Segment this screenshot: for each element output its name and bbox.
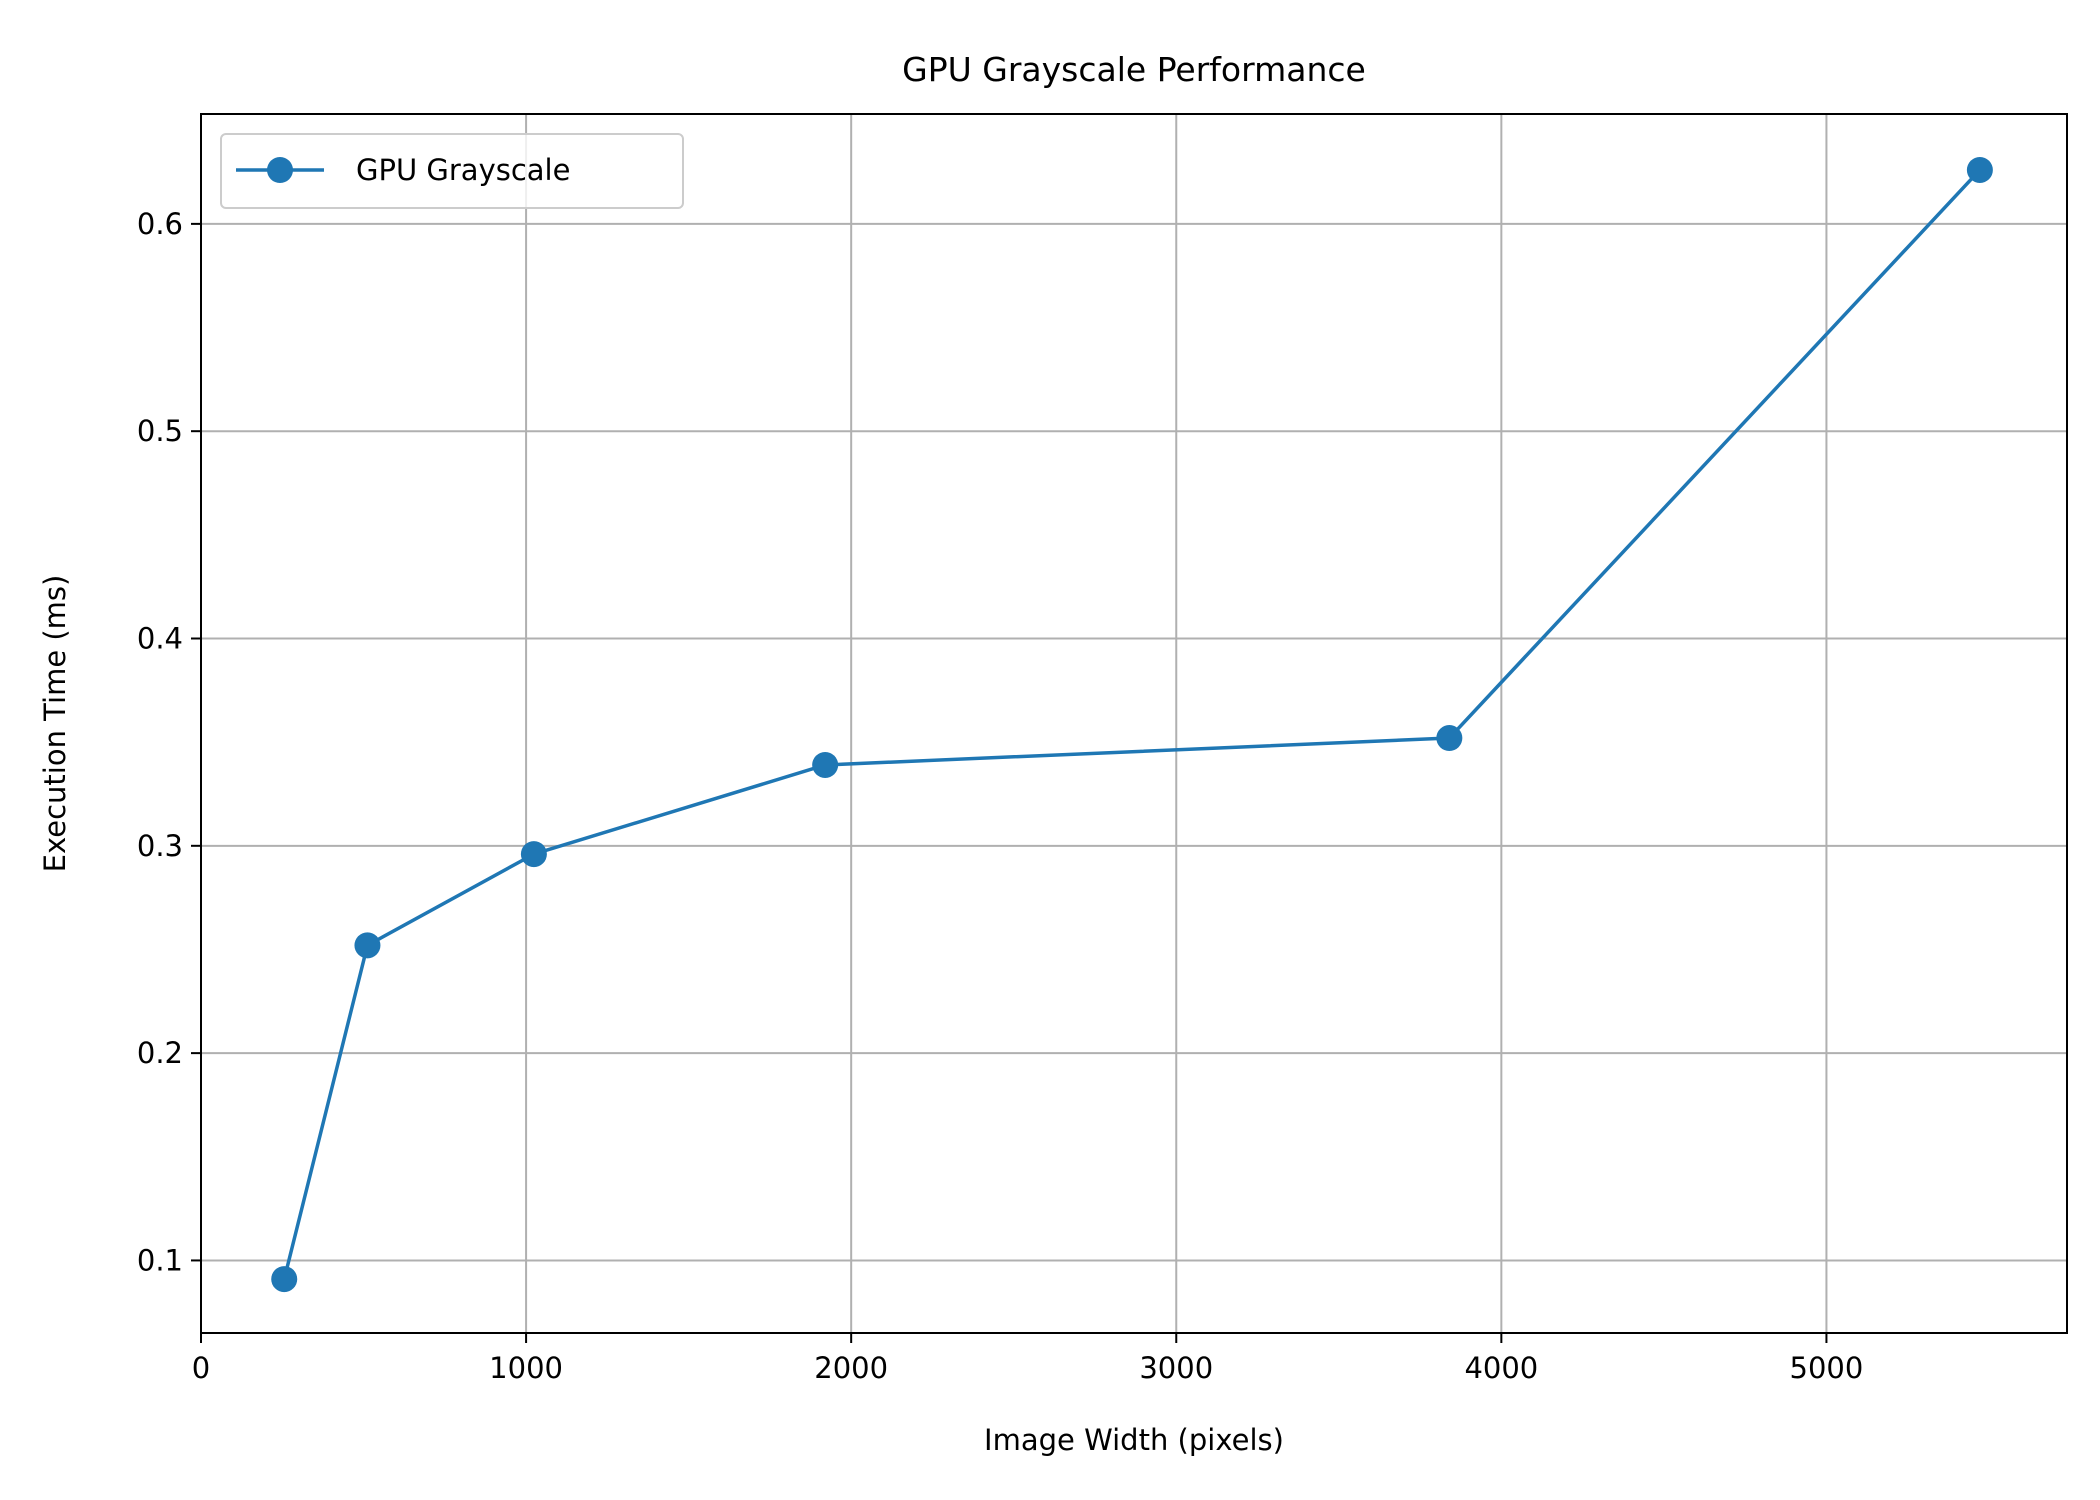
- axes: 0 1000 2000 3000 4000 5000 0.1 0.2 0.3 0.4 0.5 0.6: [137, 207, 1863, 1385]
- x-tick-label: 3000: [1139, 1351, 1213, 1385]
- y-tick-label: 0.2: [137, 1036, 183, 1070]
- legend: GPU Grayscale: [220, 133, 684, 209]
- plot-frame: [200, 113, 2068, 1334]
- legend-label: GPU Grayscale: [356, 153, 570, 187]
- data-point: [271, 1266, 298, 1293]
- x-tick-label: 2000: [814, 1351, 888, 1385]
- grid: [200, 114, 2067, 1333]
- y-tick-label: 0.6: [137, 207, 183, 241]
- y-tick-label: 0.3: [137, 829, 183, 863]
- data-point: [520, 841, 547, 868]
- data-point: [812, 751, 839, 778]
- data-point: [354, 932, 381, 959]
- y-axis-label: Execution Time (ms): [38, 575, 72, 873]
- y-tick-label: 0.4: [137, 622, 183, 656]
- x-tick-label: 5000: [1790, 1351, 1864, 1385]
- series-line: [282, 168, 1982, 1280]
- x-axis-label: Image Width (pixels): [984, 1423, 1284, 1457]
- x-tick-label: 4000: [1464, 1351, 1538, 1385]
- data-point: [1966, 156, 1993, 183]
- x-tick-label: 1000: [489, 1351, 563, 1385]
- y-tick-label: 0.1: [137, 1243, 183, 1277]
- data-point: [1436, 725, 1463, 752]
- x-tick-label: 0: [192, 1351, 210, 1385]
- y-tick-label: 0.5: [137, 414, 183, 448]
- legend-box: [220, 133, 684, 209]
- legend-marker-swatch: [267, 157, 293, 183]
- series-layer: [271, 156, 1993, 1293]
- chart-title: GPU Grayscale Performance: [902, 50, 1366, 89]
